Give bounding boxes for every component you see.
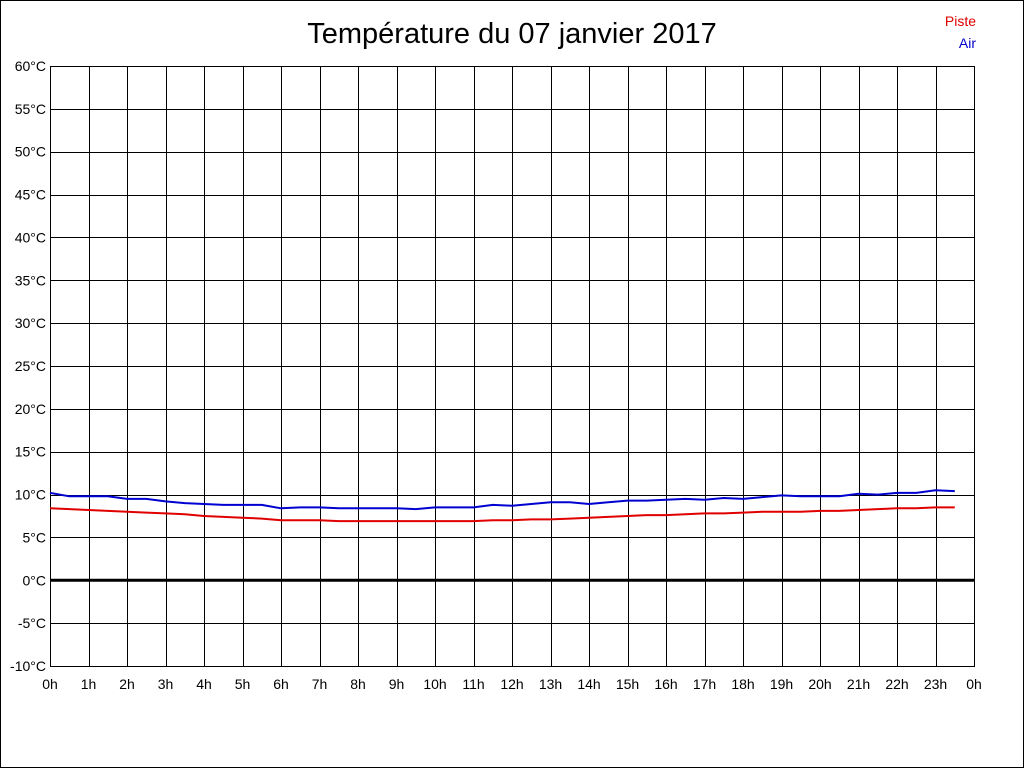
x-tick-labels: 0h 1h 2h 3h 4h 5h 6h 7h 8h 9h 10h 11h 12h 13h 14h 15h 16… <box>42 676 982 692</box>
x-tick-label: 18h <box>731 676 754 692</box>
x-tick-label: 13h <box>539 676 562 692</box>
y-tick-label: -5°C <box>18 615 46 631</box>
x-tick-label: 17h <box>693 676 716 692</box>
series-line-air <box>49 489 955 511</box>
x-tick-label: 5h <box>235 676 251 692</box>
x-tick-label: 3h <box>158 676 174 692</box>
y-tick-label: 35°C <box>15 272 46 288</box>
y-tick-label: 40°C <box>15 229 46 245</box>
x-tick-label: 10h <box>423 676 446 692</box>
y-tick-label: 45°C <box>15 187 46 203</box>
x-tick-label: 6h <box>273 676 289 692</box>
legend-piste: Piste <box>944 13 976 29</box>
x-tick-label: 2h <box>119 676 135 692</box>
y-tick-label: -10°C <box>10 658 46 674</box>
y-tick-label: 0°C <box>23 572 47 588</box>
y-tick-label: 55°C <box>15 101 46 117</box>
x-tick-label: 4h <box>196 676 212 692</box>
y-tick-labels: -10°C -5°C 0°C 5°C 10°C 15°C 20°C 25°C 30°C 35°C 4… <box>10 58 46 674</box>
y-tick-label: 25°C <box>15 358 46 374</box>
x-tick-label: 23h <box>924 676 947 692</box>
x-tick-label: 20h <box>808 676 831 692</box>
x-tick-label: 14h <box>577 676 600 692</box>
x-tick-label: 0h <box>42 676 58 692</box>
x-tick-label: 15h <box>616 676 639 692</box>
grid <box>50 66 975 667</box>
x-tick-label: 21h <box>847 676 870 692</box>
x-tick-label: 22h <box>885 676 908 692</box>
y-tick-label: 15°C <box>15 444 46 460</box>
y-tick-label: 60°C <box>15 58 46 74</box>
x-tick-label: 1h <box>81 676 97 692</box>
series-layer <box>49 489 955 523</box>
x-tick-label: 11h <box>462 676 484 692</box>
y-tick-label: 20°C <box>15 401 46 417</box>
x-tick-label: 8h <box>350 676 366 692</box>
y-tick-label: 50°C <box>15 144 46 160</box>
x-tick-label: 7h <box>312 676 328 692</box>
y-tick-label: 30°C <box>15 315 46 331</box>
legend-air: Air <box>958 35 976 51</box>
x-tick-label: 12h <box>500 676 523 692</box>
series-line-piste <box>49 506 955 523</box>
x-tick-label: 19h <box>770 676 793 692</box>
x-tick-label: 0h <box>966 676 982 692</box>
y-tick-label: 5°C <box>23 529 47 545</box>
x-tick-label: 9h <box>389 676 405 692</box>
x-tick-label: 16h <box>654 676 677 692</box>
chart-title: Température du 07 janvier 2017 <box>307 18 717 50</box>
y-tick-label: 10°C <box>15 487 46 503</box>
